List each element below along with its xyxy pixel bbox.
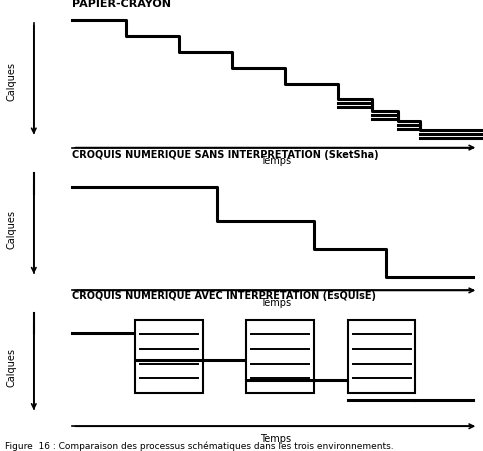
Text: Temps: Temps [260,433,291,443]
Text: CROQUIS NUMERIQUE SANS INTERPRETATION (SketSha): CROQUIS NUMERIQUE SANS INTERPRETATION (S… [72,150,379,160]
Text: Calques: Calques [7,61,17,100]
Text: PAPIER-CRAYON: PAPIER-CRAYON [72,0,171,9]
Text: Figure  16 : Comparaison des processus schématiques dans les trois environnement: Figure 16 : Comparaison des processus sc… [5,441,394,450]
Polygon shape [135,320,203,393]
Text: Temps: Temps [260,156,291,166]
Text: CROQUIS NUMERIQUE AVEC INTERPRETATION (EsQUIsE): CROQUIS NUMERIQUE AVEC INTERPRETATION (E… [72,290,376,300]
Text: Calques: Calques [7,347,17,386]
Polygon shape [246,320,314,393]
Polygon shape [348,320,415,393]
Text: Temps: Temps [260,298,291,308]
Text: Calques: Calques [7,209,17,249]
